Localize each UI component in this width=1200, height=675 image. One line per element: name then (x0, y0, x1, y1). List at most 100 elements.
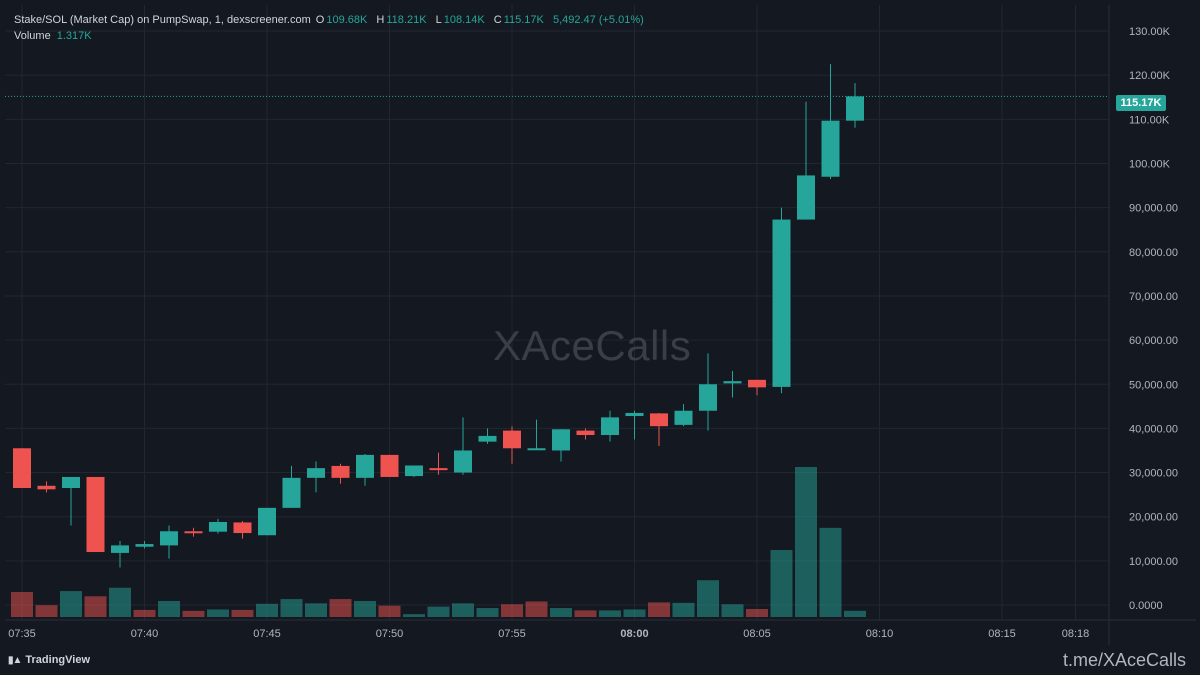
tradingview-logo-text: TradingView (25, 654, 90, 666)
candle-body (723, 381, 742, 384)
x-tick-label: 08:00 (620, 628, 648, 640)
close-value: 115.17K (503, 14, 544, 26)
y-axis[interactable]: 130.00K 120.00K 110.00K 100.00K 90,000.00 80,… (1129, 26, 1178, 612)
y-tick-label: 110.00K (1129, 114, 1170, 126)
volume-bar (427, 606, 450, 617)
volume-bar (84, 596, 107, 617)
y-tick-label: 70,000.00 (1129, 291, 1178, 303)
volume-bar (11, 592, 33, 617)
x-tick-label: 08:15 (988, 628, 1016, 640)
x-tick-label: 08:18 (1062, 628, 1090, 640)
candle-body (405, 465, 423, 477)
volume-bar (623, 609, 646, 617)
candlesticks (13, 64, 864, 568)
volume-bar (672, 602, 695, 617)
volume-bar (403, 614, 425, 617)
volume-bar (35, 605, 58, 617)
volume-bar (378, 605, 401, 617)
candle-body (233, 522, 252, 534)
candle-body (772, 219, 791, 387)
y-tick-label: 90,000.00 (1129, 203, 1178, 215)
candle-body (307, 468, 325, 478)
volume-bar (648, 602, 670, 617)
close-label: C (493, 14, 502, 26)
x-tick-label: 07:45 (253, 628, 281, 640)
volume-bar (501, 604, 523, 617)
y-tick-label: 120.00K (1129, 70, 1171, 82)
high-value: 118.21K (386, 14, 427, 26)
volume-bar (109, 587, 131, 617)
candle-body (86, 476, 105, 553)
x-tick-label: 08:05 (743, 628, 771, 640)
low-label: L (435, 14, 442, 26)
x-tick-label: 07:35 (8, 628, 36, 640)
volume-bar (770, 550, 793, 617)
volume-bar (819, 527, 842, 617)
open-label: O (315, 14, 325, 26)
y-tick-label: 50,000.00 (1129, 379, 1178, 391)
candle-body (454, 450, 472, 473)
volume-bar (452, 603, 474, 617)
x-tick-label: 08:10 (866, 628, 894, 640)
y-tick-label: 40,000.00 (1129, 423, 1178, 435)
y-tick-label: 100.00K (1129, 159, 1171, 171)
candle-body (160, 531, 178, 546)
candle-body (111, 545, 129, 553)
candle-body (601, 417, 619, 436)
candle-body (209, 521, 227, 532)
tradingview-logo[interactable]: ▮▲ TradingView (8, 654, 90, 666)
candle-body (748, 379, 766, 388)
candle-body (821, 120, 840, 177)
watermark: XAceCalls (493, 322, 692, 369)
x-tick-label: 07:50 (376, 628, 404, 640)
candle-body (478, 435, 497, 442)
y-tick-label: 10,000.00 (1129, 556, 1178, 568)
volume-bar (329, 599, 352, 617)
price-chart[interactable]: 130.00K 120.00K 110.00K 100.00K 90,000.00 80,… (5, 5, 1196, 671)
candle-body (625, 412, 644, 417)
y-tick-label: 60,000.00 (1129, 335, 1178, 347)
candle-body (576, 430, 595, 436)
symbol-title[interactable]: Stake/SOL (Market Cap) on PumpSwap, 1, d… (14, 14, 311, 26)
x-tick-label: 07:55 (498, 628, 526, 640)
candle-body (674, 410, 693, 425)
candle-body (797, 175, 815, 220)
volume-bar (182, 610, 205, 617)
telegram-link[interactable]: t.me/XAceCalls (1062, 650, 1186, 670)
volume-bars (11, 467, 866, 617)
volume-bar (697, 580, 719, 617)
candle-body (429, 468, 448, 471)
candle-body (527, 448, 546, 451)
tradingview-icon: ▮▲ (8, 655, 22, 666)
candle-body (552, 429, 570, 451)
volume-bar (305, 603, 327, 617)
legend-header: Stake/SOL (Market Cap) on PumpSwap, 1, d… (14, 14, 650, 26)
grid-lines (5, 5, 1109, 620)
volume-value: 1.317K (56, 30, 92, 42)
candle-body (282, 477, 301, 508)
y-tick-label: 80,000.00 (1129, 247, 1178, 259)
volume-bar (550, 608, 572, 617)
volume-bar (256, 603, 278, 617)
candle-body (503, 430, 521, 449)
volume-bar (60, 591, 82, 617)
volume-label[interactable]: Volume (14, 30, 51, 42)
low-value: 108.14K (443, 14, 485, 26)
x-tick-label: 07:40 (131, 628, 159, 640)
candle-body (184, 531, 203, 534)
volume-bar (525, 601, 548, 617)
x-axis[interactable]: 07:35 07:40 07:45 07:50 07:55 08:00 08:05 08:10… (8, 628, 1089, 640)
y-tick-label: 130.00K (1129, 26, 1171, 38)
candle-body (62, 476, 80, 489)
volume-bar (158, 600, 180, 617)
candle-body (699, 384, 717, 411)
volume-bar (354, 600, 376, 617)
last-price-tag: 115.17K (1116, 95, 1166, 111)
candle-body (650, 413, 668, 427)
y-tick-label: 0.0000 (1129, 600, 1163, 612)
volume-bar (746, 608, 768, 617)
volume-bar (574, 610, 597, 617)
change-value: 5,492.47 (+5.01%) (552, 14, 644, 26)
candle-body (846, 96, 864, 121)
candle-body (258, 507, 276, 536)
